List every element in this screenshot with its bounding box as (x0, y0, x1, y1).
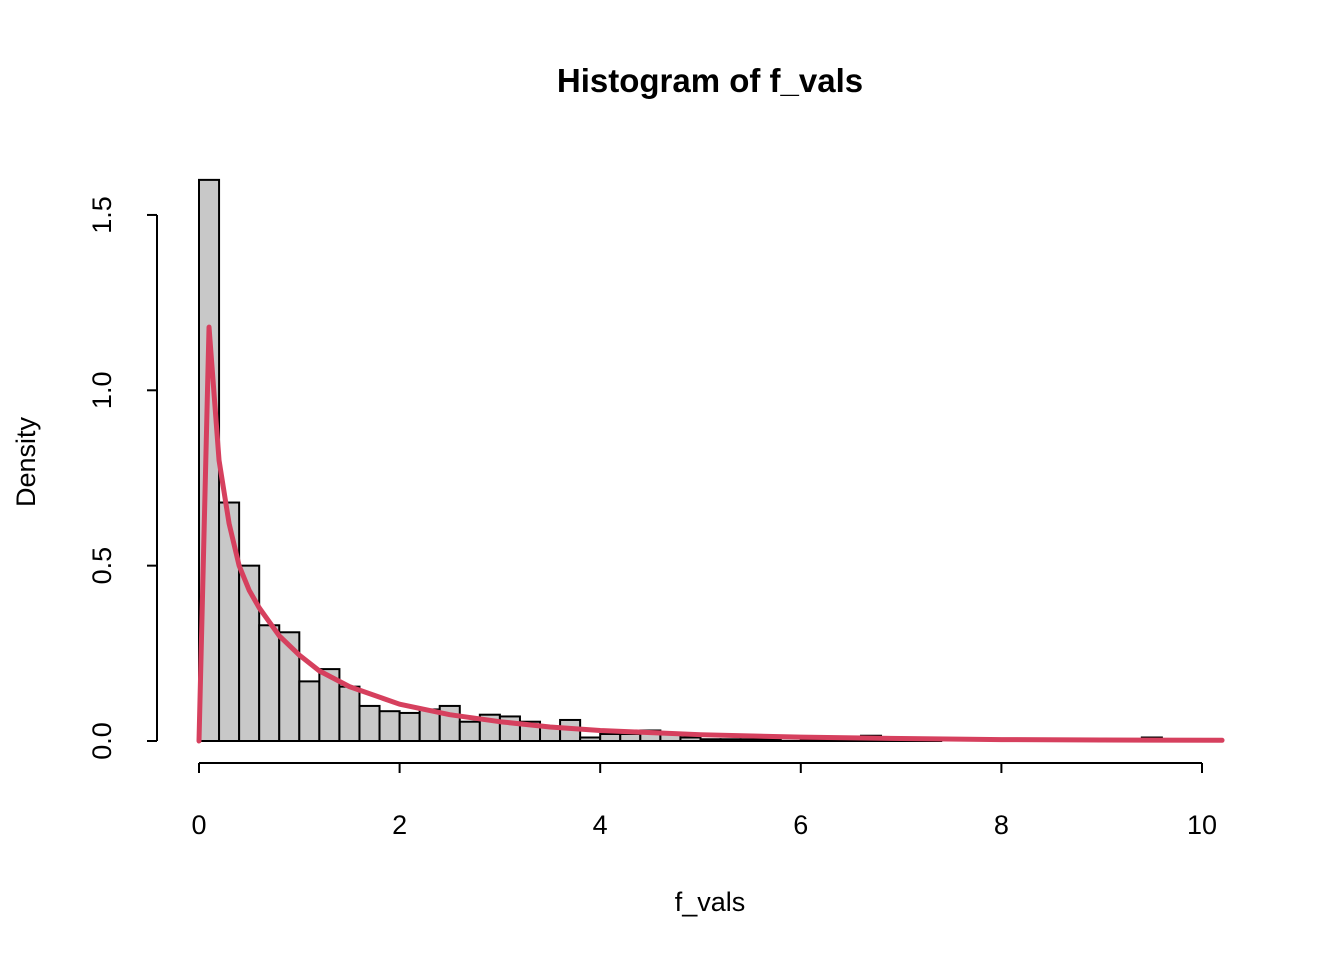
y-axis: 0.0 0.5 1.0 1.5 (87, 196, 158, 760)
x-tick-label: 4 (593, 810, 608, 840)
histogram-bar (719, 738, 742, 743)
y-tick-label: 1.0 (87, 372, 117, 410)
histogram-bar (218, 501, 241, 742)
x-axis-label: f_vals (675, 887, 746, 917)
y-tick-label: 0.5 (87, 547, 117, 585)
x-tick-label: 8 (994, 810, 1009, 840)
histogram-bar (358, 704, 381, 742)
histogram-bar (619, 732, 642, 743)
x-tick-label: 0 (191, 810, 206, 840)
density-curve (196, 324, 1225, 744)
x-tick-label: 10 (1187, 810, 1217, 840)
histogram-bar (398, 711, 421, 742)
y-tick-label: 1.5 (87, 196, 117, 234)
histogram-bar (378, 710, 401, 742)
histogram-bar (458, 720, 481, 742)
histogram-bar (599, 732, 622, 743)
y-tick-label: 0.0 (87, 722, 117, 760)
histogram-bar (739, 738, 762, 743)
y-axis-label: Density (11, 416, 41, 507)
histogram-bar (679, 736, 702, 742)
histogram-bar (298, 680, 321, 742)
histogram-bar (338, 685, 361, 742)
histogram-bar (759, 738, 782, 743)
histogram-bar (699, 738, 722, 743)
bars (198, 178, 1163, 743)
x-tick-label: 6 (793, 810, 808, 840)
x-tick-label: 2 (392, 810, 407, 840)
x-axis: 0 2 4 6 8 10 (191, 762, 1217, 840)
chart-title: Histogram of f_vals (557, 62, 863, 99)
histogram-bar (258, 624, 281, 742)
histogram-bar (579, 736, 602, 742)
